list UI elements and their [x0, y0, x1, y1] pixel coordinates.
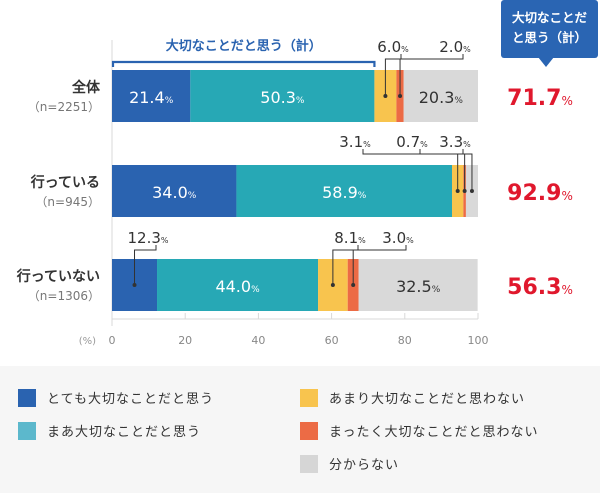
total-value: 71.7% [507, 86, 573, 111]
leader-line [332, 245, 359, 285]
legend-swatch [300, 454, 318, 473]
unit-label: (%) [79, 336, 96, 347]
data-label: 50.3% [260, 88, 305, 107]
x-tick-label: 40 [251, 334, 265, 347]
category-label: 行っていない [16, 268, 100, 285]
leader-dot [330, 283, 335, 287]
data-label-outside: 8.1% [334, 229, 366, 247]
x-tick-label: 0 [109, 334, 116, 347]
x-tick-label: 20 [178, 334, 192, 347]
x-tick-label: 60 [325, 334, 339, 347]
total-value: 56.3% [507, 275, 573, 300]
leader-line [462, 149, 473, 191]
category-n-label: （n=1306） [28, 289, 100, 303]
legend: とても大切なことだと思う まあ大切なことだと思う あまり大切なことだと思わない … [0, 366, 600, 493]
total-value: 92.9% [507, 181, 573, 206]
data-label: 32.5% [396, 277, 441, 296]
bar-segment [403, 70, 478, 122]
bracket-line [111, 60, 376, 67]
x-tick-label: 80 [398, 334, 412, 347]
legend-item-dont-know: 分からない [300, 454, 399, 473]
total-callout: 大切なことだ と思う（計） [501, 0, 598, 58]
bar-segment [112, 165, 237, 217]
data-label-outside: 3.3% [439, 133, 471, 151]
data-label-outside: 2.0% [439, 38, 471, 56]
leader-line [352, 245, 407, 285]
leader-dot [462, 189, 467, 193]
data-label: 44.0% [215, 277, 260, 296]
data-label-outside: 0.7% [396, 133, 428, 151]
callout-line-1: 大切なことだ [511, 10, 587, 25]
legend-item-very-important: とても大切なことだと思う [18, 388, 214, 407]
leader-dot [469, 189, 474, 193]
category-label: 行っている [30, 174, 100, 191]
leader-dot [132, 283, 137, 287]
leader-line [399, 54, 464, 96]
leader-line [419, 149, 466, 191]
legend-label: 分からない [329, 458, 400, 473]
bar-segment [358, 259, 478, 311]
legend-item-not-very-important: あまり大切なことだと思わない [300, 388, 525, 407]
leader-line [384, 54, 402, 96]
data-label-outside: 12.3% [127, 229, 168, 247]
leader-line [362, 149, 459, 191]
data-label-outside: 3.1% [339, 133, 371, 151]
bracket-label: 大切なことだと思う（計） [166, 38, 322, 54]
data-label: 58.9% [322, 183, 367, 202]
legend-swatch [300, 388, 318, 407]
callout-arrow [538, 57, 554, 67]
legend-item-not-at-all-important: まったく大切なことだと思わない [300, 421, 538, 440]
data-label-outside: 3.0% [382, 229, 414, 247]
stacked-bar-chart: 0 20 40 60 80 100 (%) 大切なことだと思う（計） 全体 （n=2251） 21.… [16, 38, 573, 347]
x-tick-label: 100 [468, 334, 489, 347]
leader-dot [455, 189, 460, 193]
legend-swatch [18, 421, 36, 440]
callout-line-2: と思う（計） [511, 30, 587, 45]
bar-segment [157, 259, 319, 311]
legend-item-somewhat-important: まあ大切なことだと思う [18, 421, 201, 440]
legend-swatch [18, 388, 36, 407]
legend-label: あまり大切なことだと思わない [329, 392, 526, 407]
legend-label: とても大切なことだと思う [47, 392, 214, 407]
bar-segment [236, 165, 453, 217]
leader-dot [383, 94, 388, 98]
category-n-label: （n=2251） [28, 100, 100, 114]
data-label: 34.0% [152, 183, 197, 202]
legend-swatch [300, 421, 318, 440]
bar-segment [112, 70, 191, 122]
category-label: 全体 [71, 79, 101, 96]
legend-label: まったく大切なことだと思わない [329, 425, 539, 440]
leader-dot [351, 283, 356, 287]
data-label: 20.3% [419, 88, 464, 107]
legend-label: まあ大切なことだと思う [47, 425, 202, 440]
leader-line [134, 245, 157, 285]
category-n-label: （n=945） [35, 195, 100, 209]
data-label: 21.4% [129, 88, 174, 107]
leader-dot [398, 94, 403, 98]
bar-segment [190, 70, 375, 122]
data-label-outside: 6.0% [377, 38, 409, 56]
